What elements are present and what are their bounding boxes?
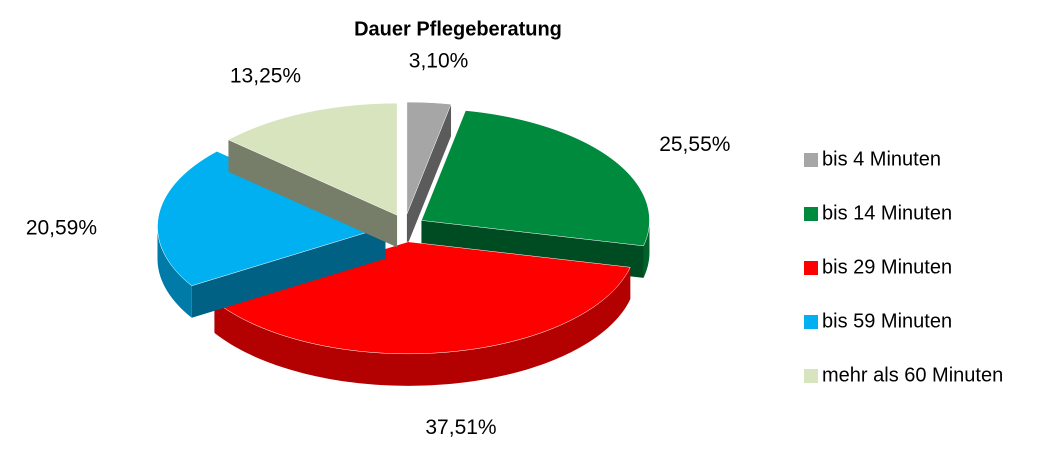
data-label: 37,51%	[425, 416, 496, 439]
slice-edge	[406, 104, 452, 247]
legend-label: bis 59 Minuten	[822, 310, 952, 332]
slice-top	[157, 151, 387, 287]
slice-top	[406, 101, 452, 215]
legend-swatch	[804, 207, 818, 221]
data-label: 3,10%	[409, 49, 469, 72]
legend-label: mehr als 60 Minuten	[822, 364, 1003, 386]
slice-top	[227, 102, 398, 216]
slice-side	[214, 267, 631, 386]
data-label: 20,59%	[26, 217, 97, 240]
chart-title: Dauer Pflegeberatung	[354, 18, 562, 40]
legend-swatch	[804, 153, 818, 167]
data-label: 13,25%	[230, 64, 301, 87]
legend-swatch	[804, 315, 818, 329]
legend-swatch	[804, 261, 818, 275]
slice-edge	[191, 226, 386, 318]
slice-edge	[228, 139, 398, 248]
slice-side	[643, 220, 650, 278]
slice	[406, 101, 452, 247]
slice-side	[157, 226, 192, 318]
legend-label: bis 14 Minuten	[822, 202, 952, 224]
legend-label: bis 29 Minuten	[822, 256, 952, 278]
slice	[227, 102, 398, 248]
legend-label: bis 4 Minuten	[822, 148, 941, 170]
legend-swatch	[804, 369, 818, 383]
data-label: 25,55%	[659, 133, 730, 156]
slice-top	[421, 110, 650, 247]
